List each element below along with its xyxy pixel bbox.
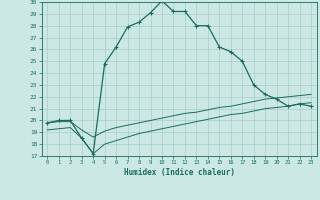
X-axis label: Humidex (Indice chaleur): Humidex (Indice chaleur) [124, 168, 235, 177]
